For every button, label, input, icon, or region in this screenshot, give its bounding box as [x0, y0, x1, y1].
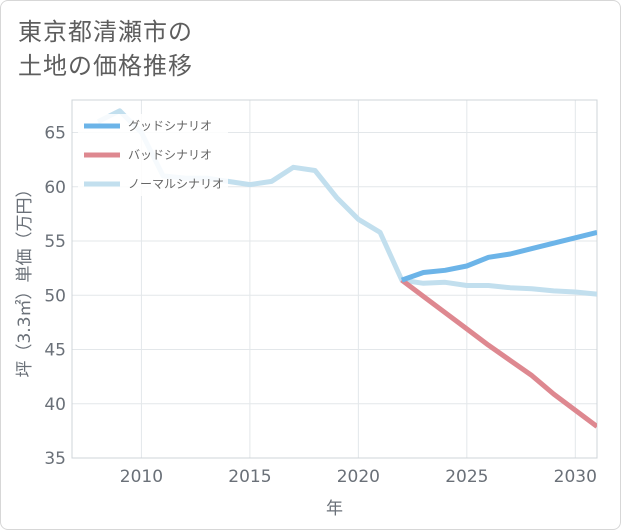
y-tick-label-55: 55	[44, 232, 66, 252]
y-tick-label-40: 40	[44, 395, 66, 415]
y-tick-label-50: 50	[44, 286, 66, 306]
y-axis-title: 坪（3.3㎡）単価（万円）	[15, 180, 35, 377]
tick-labels: 2010 2015 2020 2025 2030 35 40 45 50 55 60 65	[44, 124, 597, 487]
chart-title: 東京都清瀬市の 土地の価格推移	[18, 15, 193, 83]
y-tick-label-60: 60	[44, 178, 66, 198]
legend-label-bad: バッドシナリオ	[128, 148, 212, 162]
chart-title-line-2: 土地の価格推移	[18, 52, 193, 80]
y-tick-label-45: 45	[44, 341, 66, 361]
y-tick-label-65: 65	[44, 124, 66, 144]
legend-label-good: グッドシナリオ	[128, 119, 212, 133]
legend-label-normal: ノーマルシナリオ	[128, 177, 224, 191]
chart-title-line-1: 東京都清瀬市の	[18, 18, 193, 46]
x-tick-label-2015: 2015	[228, 467, 271, 487]
x-tick-label-2030: 2030	[554, 467, 597, 487]
series-line-bad	[400, 278, 597, 429]
x-axis-title: 年	[326, 499, 343, 519]
grid-lines	[72, 100, 597, 459]
plot-frame	[71, 99, 598, 459]
series-line-good	[400, 229, 597, 283]
y-tick-label-35: 35	[44, 449, 66, 469]
x-tick-label-2025: 2025	[445, 467, 488, 487]
x-tick-label-2020: 2020	[337, 467, 380, 487]
x-tick-label-2010: 2010	[120, 467, 163, 487]
